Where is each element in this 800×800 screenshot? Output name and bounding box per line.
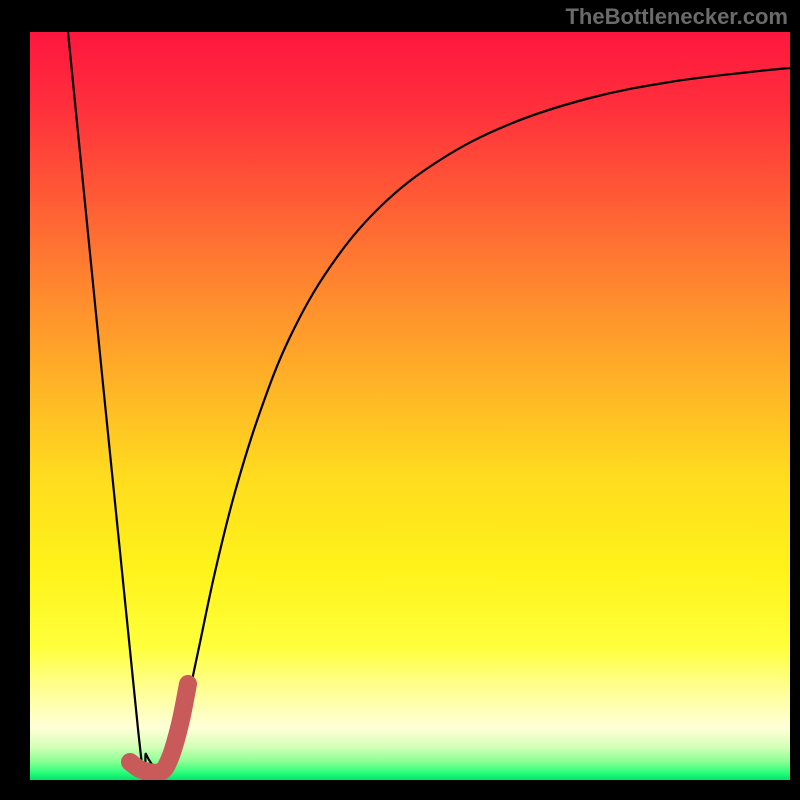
line-v-curve (68, 32, 790, 780)
chart-lines (30, 32, 790, 780)
plot-area (30, 32, 790, 780)
watermark-text: TheBottlenecker.com (565, 4, 788, 30)
chart-frame: TheBottlenecker.com (0, 0, 800, 800)
